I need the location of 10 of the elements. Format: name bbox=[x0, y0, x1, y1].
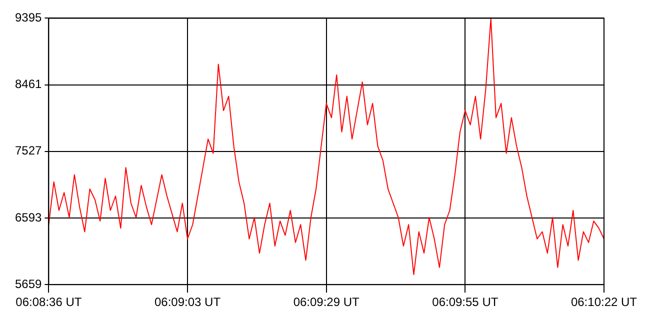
y-tick-label: 8461 bbox=[14, 77, 42, 92]
y-tick-label: 9395 bbox=[14, 10, 42, 25]
y-tick-label: 5659 bbox=[14, 276, 42, 291]
y-tick-label: 6593 bbox=[14, 210, 42, 224]
x-tick-label: 06:08:36 UT bbox=[16, 295, 82, 310]
x-tick-label: 06:09:03 UT bbox=[154, 295, 222, 310]
x-tick-label: 06:09:29 UT bbox=[293, 295, 360, 310]
x-tick-label: 06:10:22 UT bbox=[570, 295, 638, 310]
x-tick-label: 06:09:55 UT bbox=[432, 295, 499, 310]
y-tick-label: 7527 bbox=[14, 144, 42, 158]
